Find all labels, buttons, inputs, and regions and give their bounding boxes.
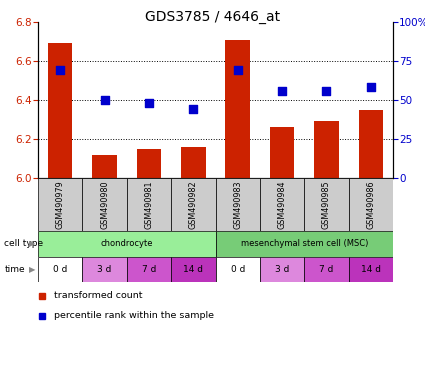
Bar (348, 178, 393, 231)
Bar (171, 257, 215, 282)
Text: chondrocyte: chondrocyte (100, 240, 153, 248)
Point (367, 84, 374, 90)
Bar (82, 257, 127, 282)
Point (234, 67, 241, 73)
Bar (38, 178, 82, 231)
Text: 3 d: 3 d (97, 265, 112, 274)
Bar (260, 178, 304, 231)
Text: GSM490986: GSM490986 (366, 180, 375, 229)
Text: GSM490984: GSM490984 (278, 180, 286, 229)
Bar (260, 257, 304, 282)
Text: cell type: cell type (4, 240, 43, 248)
Bar (38, 231, 215, 257)
Bar (137, 149, 161, 178)
Text: 0 d: 0 d (53, 265, 68, 274)
Text: 7 d: 7 d (142, 265, 156, 274)
Point (190, 106, 197, 112)
Point (279, 88, 286, 94)
Text: GDS3785 / 4646_at: GDS3785 / 4646_at (145, 10, 280, 24)
Bar (348, 257, 393, 282)
Bar (304, 178, 348, 231)
Bar (127, 178, 171, 231)
Bar (215, 231, 393, 257)
Bar (215, 257, 260, 282)
Bar (304, 257, 348, 282)
Bar (215, 178, 260, 231)
Text: percentile rank within the sample: percentile rank within the sample (54, 311, 214, 321)
Point (101, 97, 108, 103)
Bar (92, 155, 117, 178)
Text: GSM490983: GSM490983 (233, 180, 242, 229)
Text: 3 d: 3 d (275, 265, 289, 274)
Point (145, 100, 152, 106)
Bar (359, 110, 383, 178)
Text: mesenchymal stem cell (MSC): mesenchymal stem cell (MSC) (241, 240, 368, 248)
Text: GSM490982: GSM490982 (189, 180, 198, 229)
Bar (314, 121, 339, 178)
Text: transformed count: transformed count (54, 291, 142, 301)
Text: GSM490981: GSM490981 (144, 180, 153, 229)
Bar (171, 178, 215, 231)
Text: 14 d: 14 d (183, 265, 203, 274)
Bar (48, 43, 72, 178)
Text: time: time (4, 265, 25, 274)
Text: GSM490980: GSM490980 (100, 180, 109, 229)
Text: GSM490979: GSM490979 (56, 180, 65, 229)
Bar (226, 40, 250, 178)
Bar (181, 147, 206, 178)
Text: 7 d: 7 d (319, 265, 334, 274)
Bar (127, 257, 171, 282)
Bar (82, 178, 127, 231)
Bar (38, 257, 82, 282)
Text: ▶: ▶ (29, 240, 36, 248)
Point (57, 67, 64, 73)
Text: ▶: ▶ (29, 265, 36, 274)
Text: GSM490985: GSM490985 (322, 180, 331, 229)
Bar (270, 127, 294, 178)
Text: 14 d: 14 d (361, 265, 381, 274)
Text: 0 d: 0 d (230, 265, 245, 274)
Point (323, 88, 330, 94)
